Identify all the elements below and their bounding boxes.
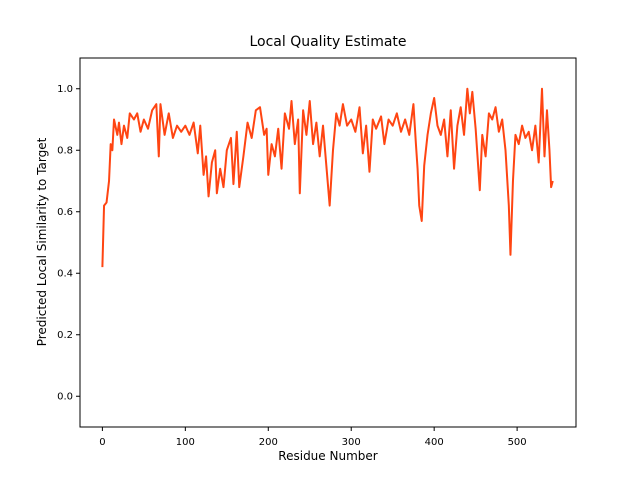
y-tick-label: 0.4 xyxy=(57,268,73,279)
x-axis-label: Residue Number xyxy=(278,449,377,463)
x-tick-label: 400 xyxy=(425,437,444,448)
chart-title: Local Quality Estimate xyxy=(249,34,406,50)
y-tick-label: 0.2 xyxy=(57,330,73,341)
data-line xyxy=(101,87,554,268)
y-tick-label: 0.8 xyxy=(57,145,73,156)
plot-frame xyxy=(79,57,577,428)
x-tick-label: 100 xyxy=(176,437,195,448)
y-axis-label: Predicted Local Similarity to Target xyxy=(35,137,49,346)
y-tick-label: 1.0 xyxy=(57,84,73,95)
x-tick-label: 200 xyxy=(259,437,278,448)
x-tick-label: 0 xyxy=(99,437,105,448)
x-tick-label: 300 xyxy=(342,437,361,448)
x-tick-label: 500 xyxy=(508,437,527,448)
y-tick-label: 0.6 xyxy=(57,207,73,218)
y-tick-label: 0.0 xyxy=(57,391,73,402)
